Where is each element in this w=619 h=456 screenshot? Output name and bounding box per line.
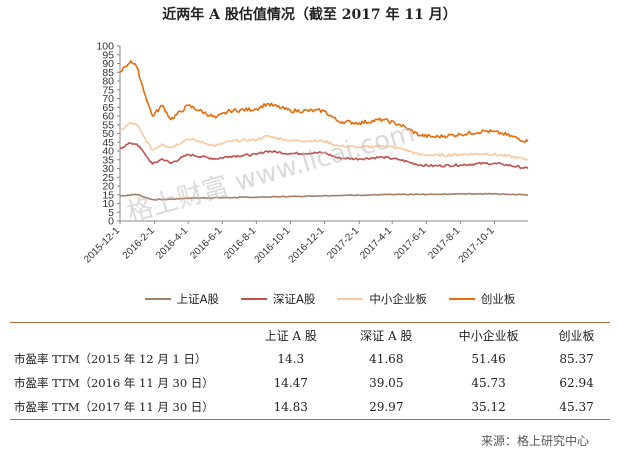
x-tick-label: 2016-2-1 xyxy=(121,225,157,261)
y-tick-label: 50 xyxy=(102,128,114,140)
table-cell: 14.3 xyxy=(277,352,305,366)
table-header-cell: 深证 A 股 xyxy=(360,328,413,343)
row-label: 市盈率 TTM（2016 年 11 月 30 日） xyxy=(14,376,214,390)
table-cell: 29.97 xyxy=(369,400,404,414)
legend-item-sme: 中小企业板 xyxy=(337,291,427,307)
table-cell: 41.68 xyxy=(369,352,404,366)
pe-line-chart: 0510152025303540455055606570758085909510… xyxy=(82,41,529,265)
legend-item-sh: 上证A股 xyxy=(144,291,219,307)
legend-swatch xyxy=(241,298,267,300)
y-tick-label: 60 xyxy=(102,111,114,123)
y-tick-label: 65 xyxy=(102,102,114,114)
series-line-2 xyxy=(119,122,529,161)
legend-swatch xyxy=(144,298,171,300)
x-tick-label: 2016-6-1 xyxy=(188,225,224,261)
table-cell: 39.05 xyxy=(369,376,404,390)
x-tick-label: 2017-6-1 xyxy=(392,225,428,261)
table-header-row: 上证 A 股 深证 A 股 中小企业板 创业板 xyxy=(10,322,610,348)
y-tick-label: 80 xyxy=(102,76,114,88)
y-tick-label: 100 xyxy=(96,41,114,53)
y-tick-label: 45 xyxy=(102,137,114,149)
legend-item-gem: 创业板 xyxy=(448,291,516,307)
y-tick-label: 0 xyxy=(108,216,114,228)
y-tick-label: 40 xyxy=(102,146,114,158)
y-tick-label: 95 xyxy=(102,49,114,61)
pe-table: 上证 A 股 深证 A 股 中小企业板 创业板 市盈率 TTM（2015 年 1… xyxy=(10,322,610,420)
table-header-cell xyxy=(10,323,243,348)
y-tick-label: 5 xyxy=(108,207,114,219)
y-tick-label: 25 xyxy=(102,172,114,184)
y-tick-label: 90 xyxy=(102,58,114,70)
x-tick-label: 2016-12-1 xyxy=(287,225,327,265)
y-tick-label: 20 xyxy=(102,181,114,193)
table-cell: 35.12 xyxy=(471,400,506,414)
series-line-3 xyxy=(120,60,529,144)
x-tick-label: 2016-10-1 xyxy=(253,225,293,265)
table-cell: 45.37 xyxy=(559,400,594,414)
table-header-cell: 上证 A 股 xyxy=(264,328,317,343)
y-tick-label: 85 xyxy=(102,67,114,79)
legend-swatch xyxy=(448,298,475,300)
y-tick-label: 75 xyxy=(102,84,114,96)
chart-title: 近两年 A 股估值情况（截至 2017 年 11 月） xyxy=(162,7,457,23)
y-tick-label: 35 xyxy=(102,154,114,166)
table-cell: 62.94 xyxy=(559,376,594,390)
legend-label: 创业板 xyxy=(480,292,516,306)
x-tick-label: 2015-12-1 xyxy=(82,225,122,265)
legend-swatch xyxy=(337,298,364,300)
chart-legend: 上证A股 深证A股 中小企业板 创业板 xyxy=(120,291,540,307)
table-header-cell: 创业板 xyxy=(558,328,595,343)
chart-series xyxy=(119,60,529,201)
legend-item-sz: 深证A股 xyxy=(241,291,315,307)
table-cell: 45.73 xyxy=(471,376,506,390)
table-row: 市盈率 TTM（2017 年 11 月 30 日） 14.83 29.97 35… xyxy=(10,395,610,420)
table-row: 市盈率 TTM（2015 年 12 月 1 日） 14.3 41.68 51.4… xyxy=(10,347,610,371)
x-tick-label: 2017-10-1 xyxy=(457,225,497,265)
table-cell: 14.83 xyxy=(273,400,308,414)
x-tick-label: 2017-4-1 xyxy=(358,225,394,261)
table-cell: 14.47 xyxy=(273,376,308,390)
x-tick-label: 2016-4-1 xyxy=(154,225,190,261)
series-line-0 xyxy=(119,192,529,201)
y-tick-label: 55 xyxy=(102,119,114,131)
x-tick-label: 2017-2-1 xyxy=(325,225,361,261)
row-label: 市盈率 TTM（2017 年 11 月 30 日） xyxy=(14,400,214,414)
table-cell: 51.46 xyxy=(471,352,506,366)
table-cell: 85.37 xyxy=(559,352,594,366)
table-header-cell: 中小企业板 xyxy=(458,328,519,343)
table-row: 市盈率 TTM（2016 年 11 月 30 日） 14.47 39.05 45… xyxy=(10,371,610,395)
row-label: 市盈率 TTM（2015 年 12 月 1 日） xyxy=(14,352,207,366)
y-tick-label: 70 xyxy=(102,93,114,105)
source-note: 来源：格上研究中心 xyxy=(480,434,589,448)
watermark: 格上财富 www.licai.com xyxy=(124,118,418,229)
y-tick-label: 10 xyxy=(102,198,114,210)
y-tick-label: 30 xyxy=(102,163,114,175)
y-tick-label: 15 xyxy=(102,189,114,201)
legend-label: 深证A股 xyxy=(273,292,316,306)
legend-label: 上证A股 xyxy=(176,292,219,306)
legend-label: 中小企业板 xyxy=(369,292,427,306)
series-line-1 xyxy=(119,142,529,170)
